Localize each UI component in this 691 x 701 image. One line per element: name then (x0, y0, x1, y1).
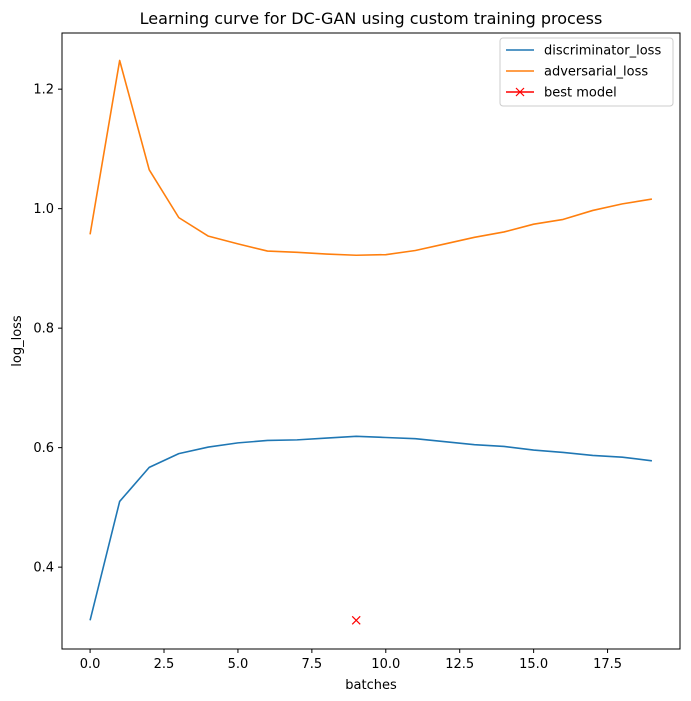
x-axis-label: batches (345, 678, 397, 693)
legend-entry-best-model: best model (506, 86, 617, 101)
y-axis-label: log_loss (10, 315, 25, 367)
legend-entry-discriminator-loss: discriminator_loss (506, 44, 661, 59)
legend-box (499, 37, 674, 107)
chart-title: Learning curve for DC-GAN using custom t… (140, 9, 603, 28)
x-tick-label: 2.5 (154, 657, 175, 672)
x-tick-label: 15.0 (519, 657, 548, 672)
y-tick-label: 0.4 (33, 561, 54, 576)
series-layer (89, 59, 653, 625)
x-tick-label: 7.5 (302, 657, 323, 672)
best-model-marker (351, 615, 361, 625)
legend-label: adversarial_loss (544, 65, 648, 80)
y-tick-label: 1.2 (33, 83, 54, 98)
x-tick-label: 12.5 (445, 657, 474, 672)
y-tick-label: 1.0 (33, 202, 54, 217)
legend-label: discriminator_loss (544, 44, 661, 59)
y-tick-label: 0.8 (33, 322, 54, 337)
x-tick-label: 10.0 (371, 657, 400, 672)
legend-entry-adversarial-loss: adversarial_loss (506, 65, 648, 80)
discriminator-loss-line (89, 435, 653, 621)
adversarial-loss-line (89, 59, 653, 257)
x-axis: 0.0 2.5 5.0 7.5 10.0 12.5 15.0 17.5 (80, 649, 622, 672)
x-tick-label: 0.0 (80, 657, 101, 672)
x-tick-label: 17.5 (593, 657, 622, 672)
x-tick-label: 5.0 (228, 657, 249, 672)
legend-label: best model (544, 86, 617, 101)
y-tick-label: 0.6 (33, 441, 54, 456)
plot-area-frame (61, 32, 681, 650)
y-axis: 0.4 0.6 0.8 1.0 1.2 (33, 83, 62, 576)
